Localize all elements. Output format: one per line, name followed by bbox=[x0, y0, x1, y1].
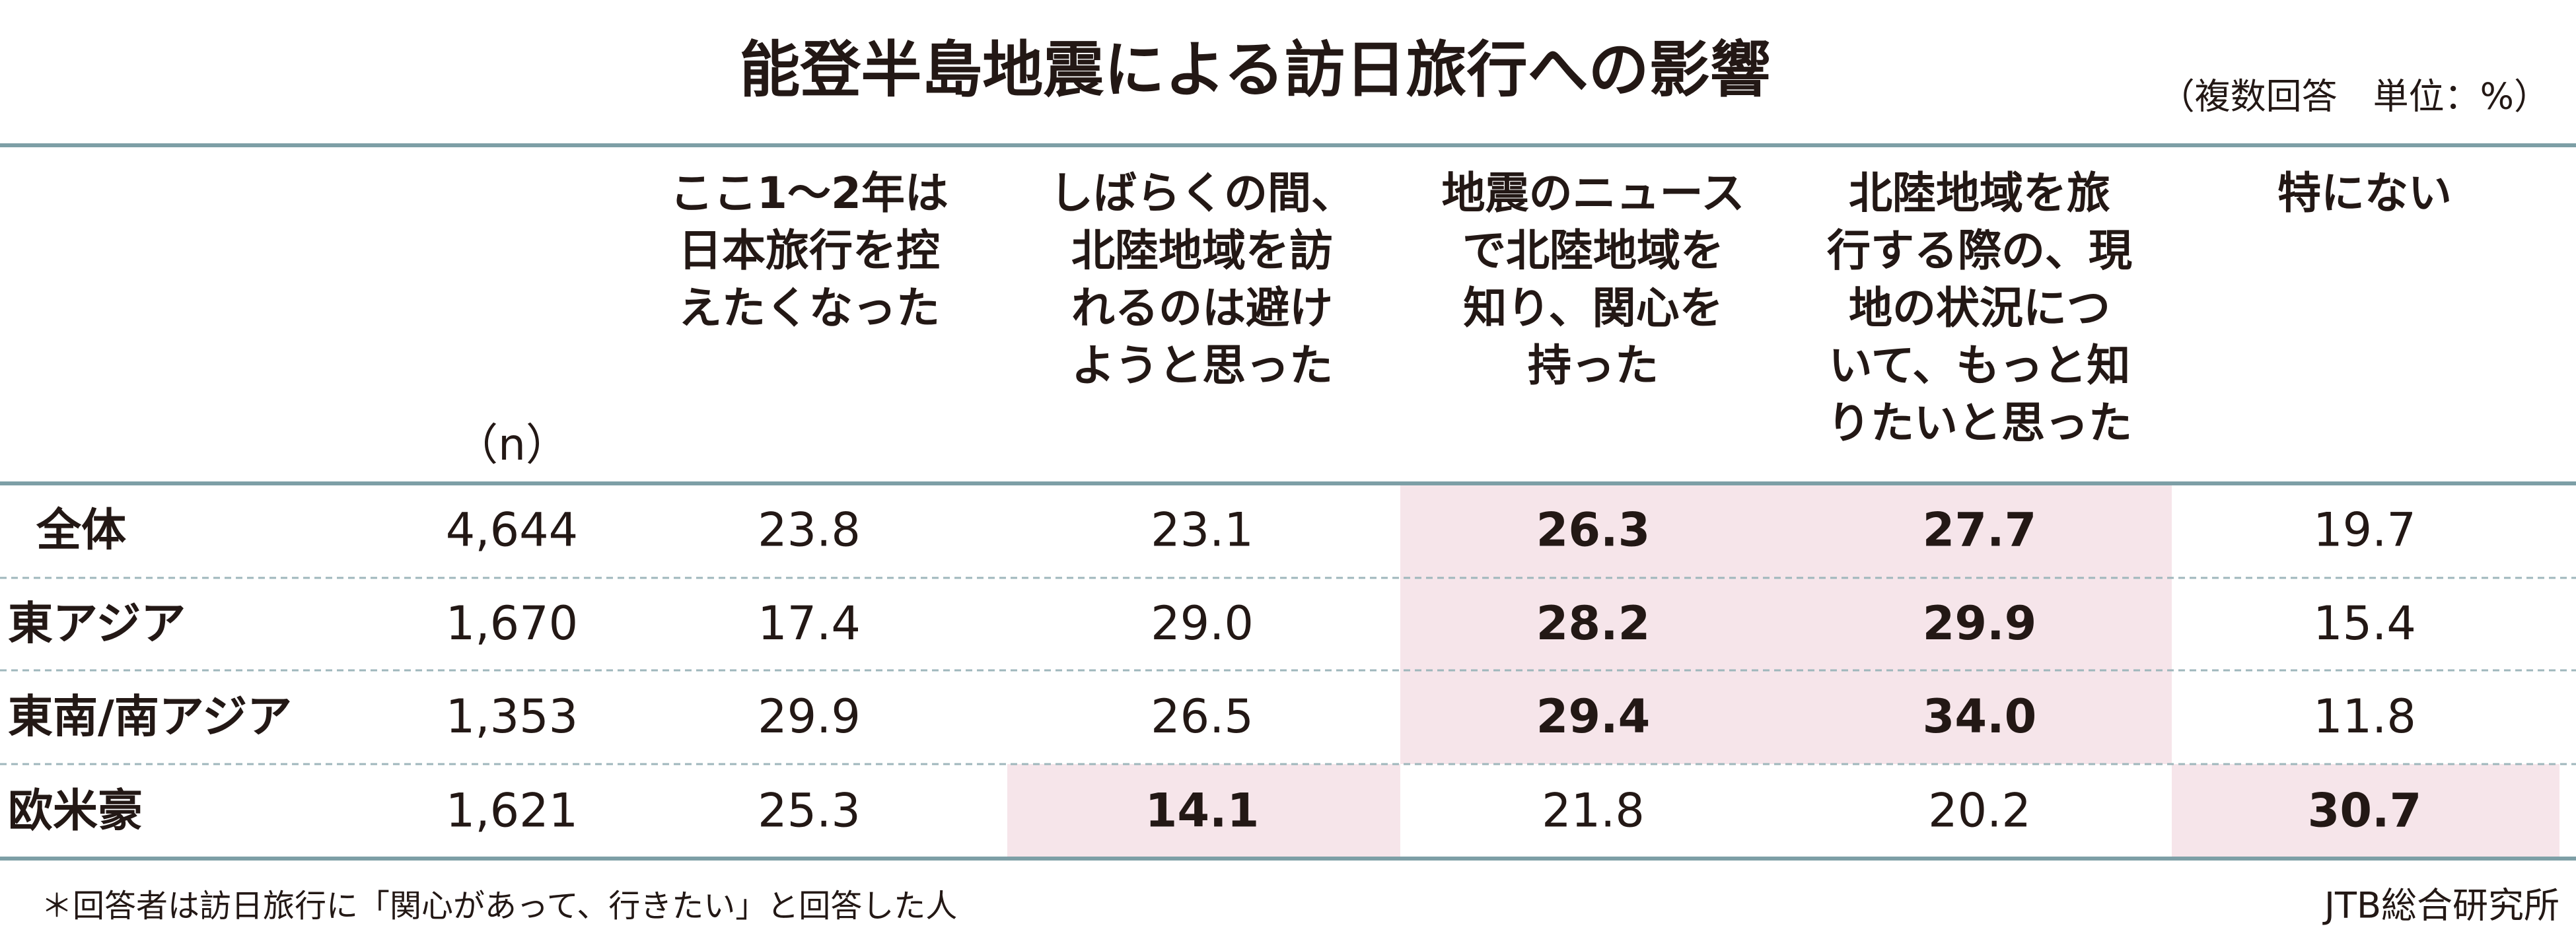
sample-size: 4,644 bbox=[446, 503, 578, 557]
cell-value: 29.0 bbox=[1151, 596, 1254, 651]
highlight-cell bbox=[1400, 483, 1787, 578]
source: JTB総合研究所 bbox=[2322, 885, 2559, 927]
cell-value: 26.5 bbox=[1151, 689, 1254, 744]
cell-value: 15.4 bbox=[2313, 596, 2416, 651]
cell-value: 23.8 bbox=[758, 503, 861, 557]
highlight-cell bbox=[2172, 764, 2559, 859]
cell-value: 17.4 bbox=[758, 596, 861, 651]
column-header: ようと思った bbox=[1071, 340, 1333, 391]
column-header: 特にない bbox=[2277, 168, 2452, 219]
column-header: 行する際の、現 bbox=[1827, 225, 2132, 276]
cell-value: 30.7 bbox=[2308, 784, 2422, 838]
cell-value: 26.3 bbox=[1536, 503, 1651, 557]
cell-value: 23.1 bbox=[1151, 503, 1254, 557]
highlight-cell bbox=[1400, 670, 1787, 764]
row-label: 欧米豪 bbox=[8, 785, 143, 837]
cell-value: 29.9 bbox=[1923, 596, 2037, 651]
row-label: 全体 bbox=[36, 505, 126, 557]
cell-value: 29.9 bbox=[758, 689, 861, 744]
highlight-cell bbox=[1007, 764, 1400, 859]
cell-value: 28.2 bbox=[1536, 596, 1651, 651]
cell-value: 14.1 bbox=[1145, 784, 1260, 838]
row-label: 東アジア bbox=[8, 598, 186, 651]
column-header: しばらくの間、 bbox=[1050, 168, 1355, 219]
cell-value: 19.7 bbox=[2313, 503, 2416, 557]
highlight-cell bbox=[1787, 483, 2172, 578]
column-header: いて、もっと知 bbox=[1829, 340, 2131, 391]
unit-note: （複数回答 単位：%） bbox=[2159, 76, 2550, 118]
cell-value: 25.3 bbox=[758, 784, 861, 838]
cell-value: 29.4 bbox=[1536, 689, 1651, 744]
highlight-cell bbox=[1787, 670, 2172, 764]
highlight-cell bbox=[1400, 578, 1787, 670]
row-label: 東南/南アジア bbox=[8, 691, 292, 744]
column-header: で北陸地域を bbox=[1462, 225, 1724, 276]
cell-value: 20.2 bbox=[1928, 784, 2031, 838]
cell-value: 21.8 bbox=[1542, 784, 1645, 838]
sample-size: 1,670 bbox=[446, 596, 578, 651]
sample-size: 1,353 bbox=[446, 689, 578, 744]
column-header: りたいと思った bbox=[1827, 398, 2132, 448]
cell-value: 27.7 bbox=[1923, 503, 2037, 557]
column-header: 地の状況につ bbox=[1849, 283, 2110, 334]
column-header: 北陸地域を訪 bbox=[1071, 225, 1333, 276]
cell-value: 11.8 bbox=[2313, 689, 2416, 744]
cell-value: 34.0 bbox=[1923, 689, 2037, 744]
highlight-cell bbox=[1787, 578, 2172, 670]
column-header: ここ1～2年は bbox=[670, 168, 948, 219]
sample-size: 1,621 bbox=[446, 784, 578, 838]
column-header: 北陸地域を旅 bbox=[1849, 168, 2110, 219]
title: 能登半島地震による訪日旅行への影響 bbox=[739, 34, 1770, 105]
n-header: （n） bbox=[454, 419, 569, 470]
column-header: えたくなった bbox=[678, 283, 940, 334]
column-header: れるのは避け bbox=[1071, 283, 1333, 334]
column-header: 地震のニュース bbox=[1442, 168, 1745, 219]
column-header: 知り、関心を bbox=[1463, 283, 1723, 334]
footnote: ＊回答者は訪日旅行に「関心があって、行きたい」と回答した人 bbox=[41, 888, 957, 925]
column-header: 日本旅行を控 bbox=[678, 225, 940, 276]
column-header: 持った bbox=[1528, 340, 1659, 391]
